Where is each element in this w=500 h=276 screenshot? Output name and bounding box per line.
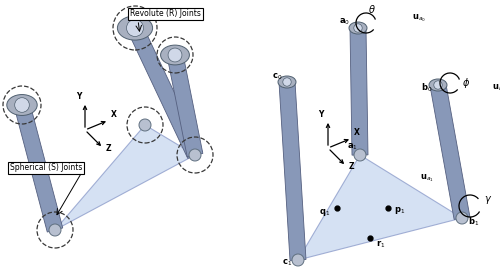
Text: Z: Z (348, 162, 354, 171)
Circle shape (434, 81, 442, 89)
Text: $\mathbf{u}_{b_0}$: $\mathbf{u}_{b_0}$ (492, 82, 500, 94)
Text: $\mathbf{q}_1$: $\mathbf{q}_1$ (319, 208, 330, 219)
Circle shape (456, 212, 468, 224)
Text: $\mathbf{c}_1$: $\mathbf{c}_1$ (282, 258, 292, 268)
Text: $\gamma$: $\gamma$ (484, 194, 492, 206)
Text: X: X (354, 128, 360, 137)
Text: $\phi$: $\phi$ (462, 76, 470, 90)
Polygon shape (350, 28, 368, 155)
Polygon shape (14, 103, 62, 232)
Ellipse shape (429, 79, 447, 91)
Text: $\mathbf{p}_1$: $\mathbf{p}_1$ (394, 205, 405, 216)
Circle shape (49, 224, 61, 236)
Polygon shape (55, 125, 195, 230)
Circle shape (189, 149, 201, 161)
Circle shape (126, 20, 144, 36)
Text: Z: Z (105, 144, 111, 153)
Text: $\mathbf{u}_{a_1}$: $\mathbf{u}_{a_1}$ (420, 172, 434, 184)
Circle shape (354, 149, 366, 161)
Circle shape (354, 24, 362, 32)
Text: Revolute (R) Joints: Revolute (R) Joints (130, 9, 201, 18)
Text: $\mathbf{c}_0$: $\mathbf{c}_0$ (272, 72, 282, 82)
Ellipse shape (160, 45, 190, 65)
Text: $\mathbf{u}_{a_0}$: $\mathbf{u}_{a_0}$ (412, 12, 426, 24)
Ellipse shape (278, 76, 296, 88)
Ellipse shape (7, 95, 37, 115)
Text: $\theta$: $\theta$ (368, 3, 376, 15)
Text: $\mathbf{b}_0$: $\mathbf{b}_0$ (420, 82, 432, 94)
Polygon shape (167, 54, 203, 156)
Text: Y: Y (76, 92, 81, 101)
Polygon shape (128, 25, 202, 158)
Text: Spherical (S) Joints: Spherical (S) Joints (10, 163, 83, 172)
Text: Y: Y (318, 110, 324, 119)
Text: $\mathbf{b}_1$: $\mathbf{b}_1$ (468, 216, 479, 228)
Circle shape (139, 119, 151, 131)
Text: $\mathbf{a}_1$: $\mathbf{a}_1$ (347, 142, 358, 153)
Polygon shape (298, 155, 462, 260)
Ellipse shape (349, 22, 367, 34)
Circle shape (292, 254, 304, 266)
Text: X: X (111, 110, 116, 119)
Polygon shape (279, 81, 306, 261)
Text: $\mathbf{a}_0$: $\mathbf{a}_0$ (339, 17, 350, 27)
Text: $\mathbf{r}_1$: $\mathbf{r}_1$ (376, 238, 386, 250)
Circle shape (283, 78, 291, 86)
Circle shape (14, 98, 30, 112)
Ellipse shape (118, 16, 152, 40)
Circle shape (168, 48, 182, 62)
Polygon shape (430, 84, 470, 219)
